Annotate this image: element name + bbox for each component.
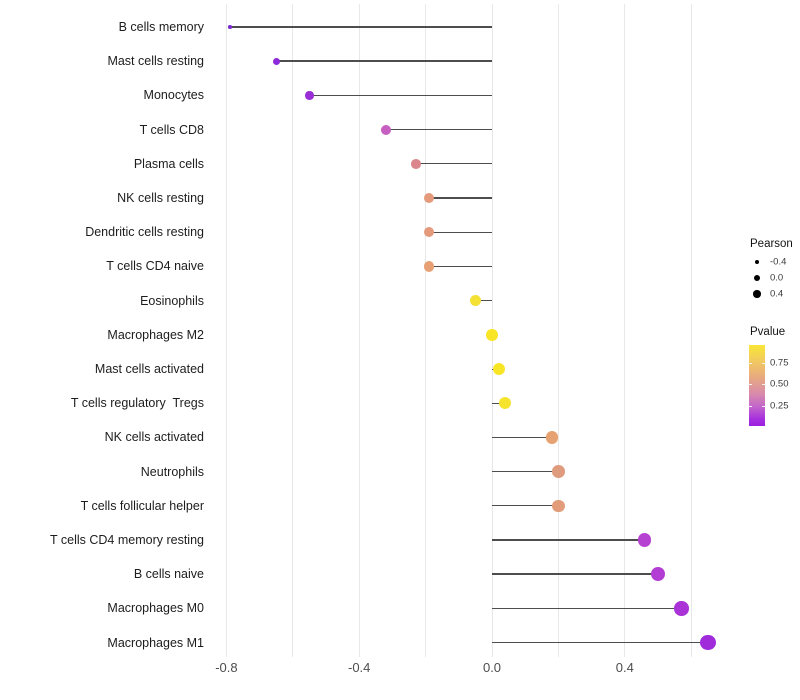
data-point-dot (499, 397, 512, 410)
pearson-legend-value: 0.0 (770, 272, 784, 284)
pearson-legend-dot (753, 290, 761, 298)
data-point-dot (492, 363, 505, 375)
data-point-dot (423, 261, 435, 272)
data-point-dot (552, 499, 565, 513)
category-label: T cells CD4 memory resting (50, 532, 204, 547)
lollipop-stem (492, 607, 682, 610)
pvalue-legend-value: 0.75 (770, 357, 789, 369)
colorbar-tick-mark (749, 362, 752, 364)
lollipop-stem (492, 471, 559, 473)
lollipop-stem (428, 265, 492, 267)
category-label: Macrophages M2 (107, 327, 204, 342)
lollipop-stem (428, 231, 492, 233)
data-point-dot (469, 294, 482, 307)
category-label: Dendritic cells resting (85, 224, 204, 239)
category-label: Plasma cells (133, 156, 204, 171)
data-point-dot (423, 227, 434, 238)
category-label: Macrophages M0 (107, 601, 204, 616)
gridline (225, 4, 227, 657)
category-label: Eosinophils (140, 293, 204, 308)
pearson-legend-dot (754, 259, 760, 265)
lollipop-stem (428, 197, 492, 199)
data-point-dot (651, 567, 665, 582)
pvalue-legend-title: Pvalue (750, 326, 786, 338)
lollipop-stem (492, 436, 552, 438)
category-label: Mast cells resting (107, 53, 204, 68)
category-label: NK cells activated (104, 430, 204, 445)
category-label: T cells CD8 (139, 122, 204, 137)
data-point-dot (423, 192, 434, 204)
category-label: T cells regulatory Tregs (70, 395, 204, 410)
lollipop-stem (229, 25, 492, 28)
category-label: NK cells resting (117, 190, 204, 205)
pvalue-colorbar (749, 345, 765, 426)
gridline (425, 4, 427, 657)
data-point-dot (410, 158, 421, 169)
category-label: Macrophages M1 (107, 635, 204, 650)
colorbar-tick-mark (762, 405, 765, 407)
lollipop-stem (309, 94, 492, 97)
colorbar-tick-mark (762, 362, 765, 364)
lollipop-stem (492, 641, 708, 644)
data-point-dot (552, 465, 565, 478)
data-point-dot (305, 91, 314, 100)
data-point-dot (486, 329, 498, 341)
data-point-dot (272, 57, 280, 65)
category-label: Mast cells activated (94, 361, 204, 376)
data-point-dot (380, 124, 391, 135)
pvalue-legend-value: 0.25 (770, 399, 789, 411)
lollipop-stem (492, 505, 559, 507)
lollipop-stem (276, 60, 492, 63)
gridline (557, 4, 559, 657)
x-axis-tick-label: -0.8 (215, 660, 238, 675)
lollipop-stem (492, 539, 645, 541)
data-point-dot (227, 25, 232, 29)
gridline (292, 4, 294, 657)
pearson-legend-value: 0.4 (770, 288, 784, 300)
data-point-dot (545, 431, 558, 444)
colorbar-tick-mark (749, 384, 752, 386)
category-label: B cells memory (118, 19, 204, 34)
category-label: T cells CD4 naive (106, 259, 204, 274)
category-label: Neutrophils (140, 464, 204, 479)
lollipop-stem (475, 300, 492, 302)
x-axis-tick-label: 0.4 (615, 660, 634, 675)
x-axis-tick-label: 0.0 (482, 660, 502, 675)
pearson-legend-title: Pearson (750, 238, 793, 250)
data-point-dot (700, 634, 716, 651)
lollipop-stem (415, 163, 492, 165)
category-label: B cells naive (133, 566, 204, 581)
gridline (690, 4, 692, 657)
lollipop-stem (492, 573, 658, 575)
pearson-legend-dot (754, 275, 760, 281)
pvalue-legend-value: 0.50 (770, 378, 789, 390)
x-axis-tick-label: -0.4 (347, 660, 371, 675)
pearson-legend-value: -0.4 (770, 256, 787, 268)
data-point-dot (638, 533, 652, 547)
category-label: T cells follicular helper (80, 498, 204, 513)
gridline (624, 4, 626, 657)
colorbar-tick-mark (762, 384, 765, 386)
lollipop-stem (385, 128, 492, 131)
lollipop-stem (492, 402, 506, 404)
category-label: Monocytes (143, 88, 204, 103)
colorbar-tick-mark (749, 405, 752, 407)
data-point-dot (673, 601, 689, 616)
gridline (358, 4, 360, 657)
